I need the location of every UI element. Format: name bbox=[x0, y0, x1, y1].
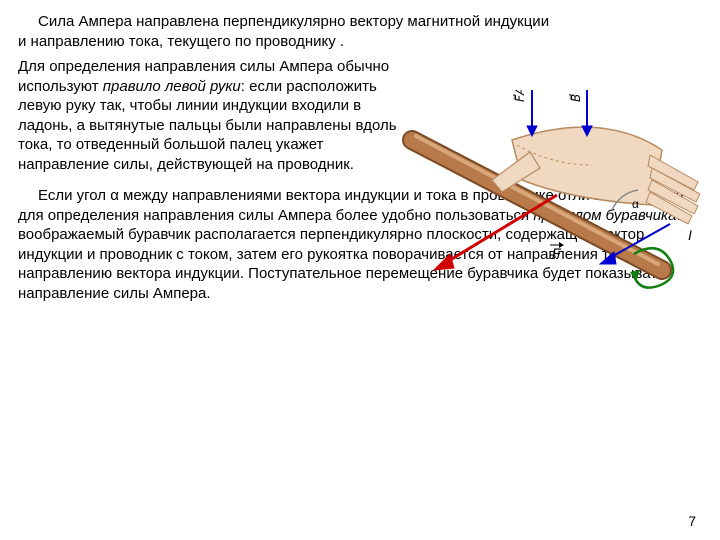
svg-text:α: α bbox=[632, 197, 639, 211]
left-hand-icon bbox=[492, 127, 700, 224]
label-F: F bbox=[552, 245, 562, 261]
left-hand-rule-diagram: α F I F⃗A B⃗ bbox=[402, 90, 702, 330]
f-vector-arrow bbox=[434, 195, 557, 270]
intro-paragraph: Сила Ампера направлена перпендикулярно в… bbox=[18, 12, 558, 51]
label-Bvec: B⃗ bbox=[569, 94, 583, 102]
page-number: 7 bbox=[688, 512, 696, 530]
left-hand-rule-term: правило левой руки bbox=[103, 78, 241, 95]
label-FA: F⃗A bbox=[513, 90, 527, 102]
label-I: I bbox=[688, 227, 692, 243]
left-hand-rule-paragraph: Для определения направления силы Ампера … bbox=[18, 57, 398, 174]
